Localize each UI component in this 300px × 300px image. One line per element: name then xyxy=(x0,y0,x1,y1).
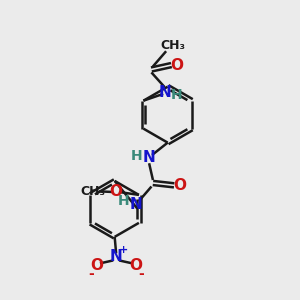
Text: H: H xyxy=(130,148,142,163)
Text: H: H xyxy=(171,88,183,102)
Text: N: N xyxy=(130,197,142,212)
Text: O: O xyxy=(129,258,142,273)
Text: H: H xyxy=(118,194,129,208)
Text: CH₃: CH₃ xyxy=(81,185,106,198)
Text: N: N xyxy=(110,249,122,264)
Text: -: - xyxy=(138,267,144,281)
Text: N: N xyxy=(142,150,155,165)
Text: O: O xyxy=(110,184,122,200)
Text: N: N xyxy=(158,85,171,100)
Text: O: O xyxy=(170,58,183,73)
Text: O: O xyxy=(91,258,103,273)
Text: CH₃: CH₃ xyxy=(160,39,185,52)
Text: -: - xyxy=(88,267,94,281)
Text: +: + xyxy=(119,245,128,255)
Text: O: O xyxy=(173,178,187,193)
